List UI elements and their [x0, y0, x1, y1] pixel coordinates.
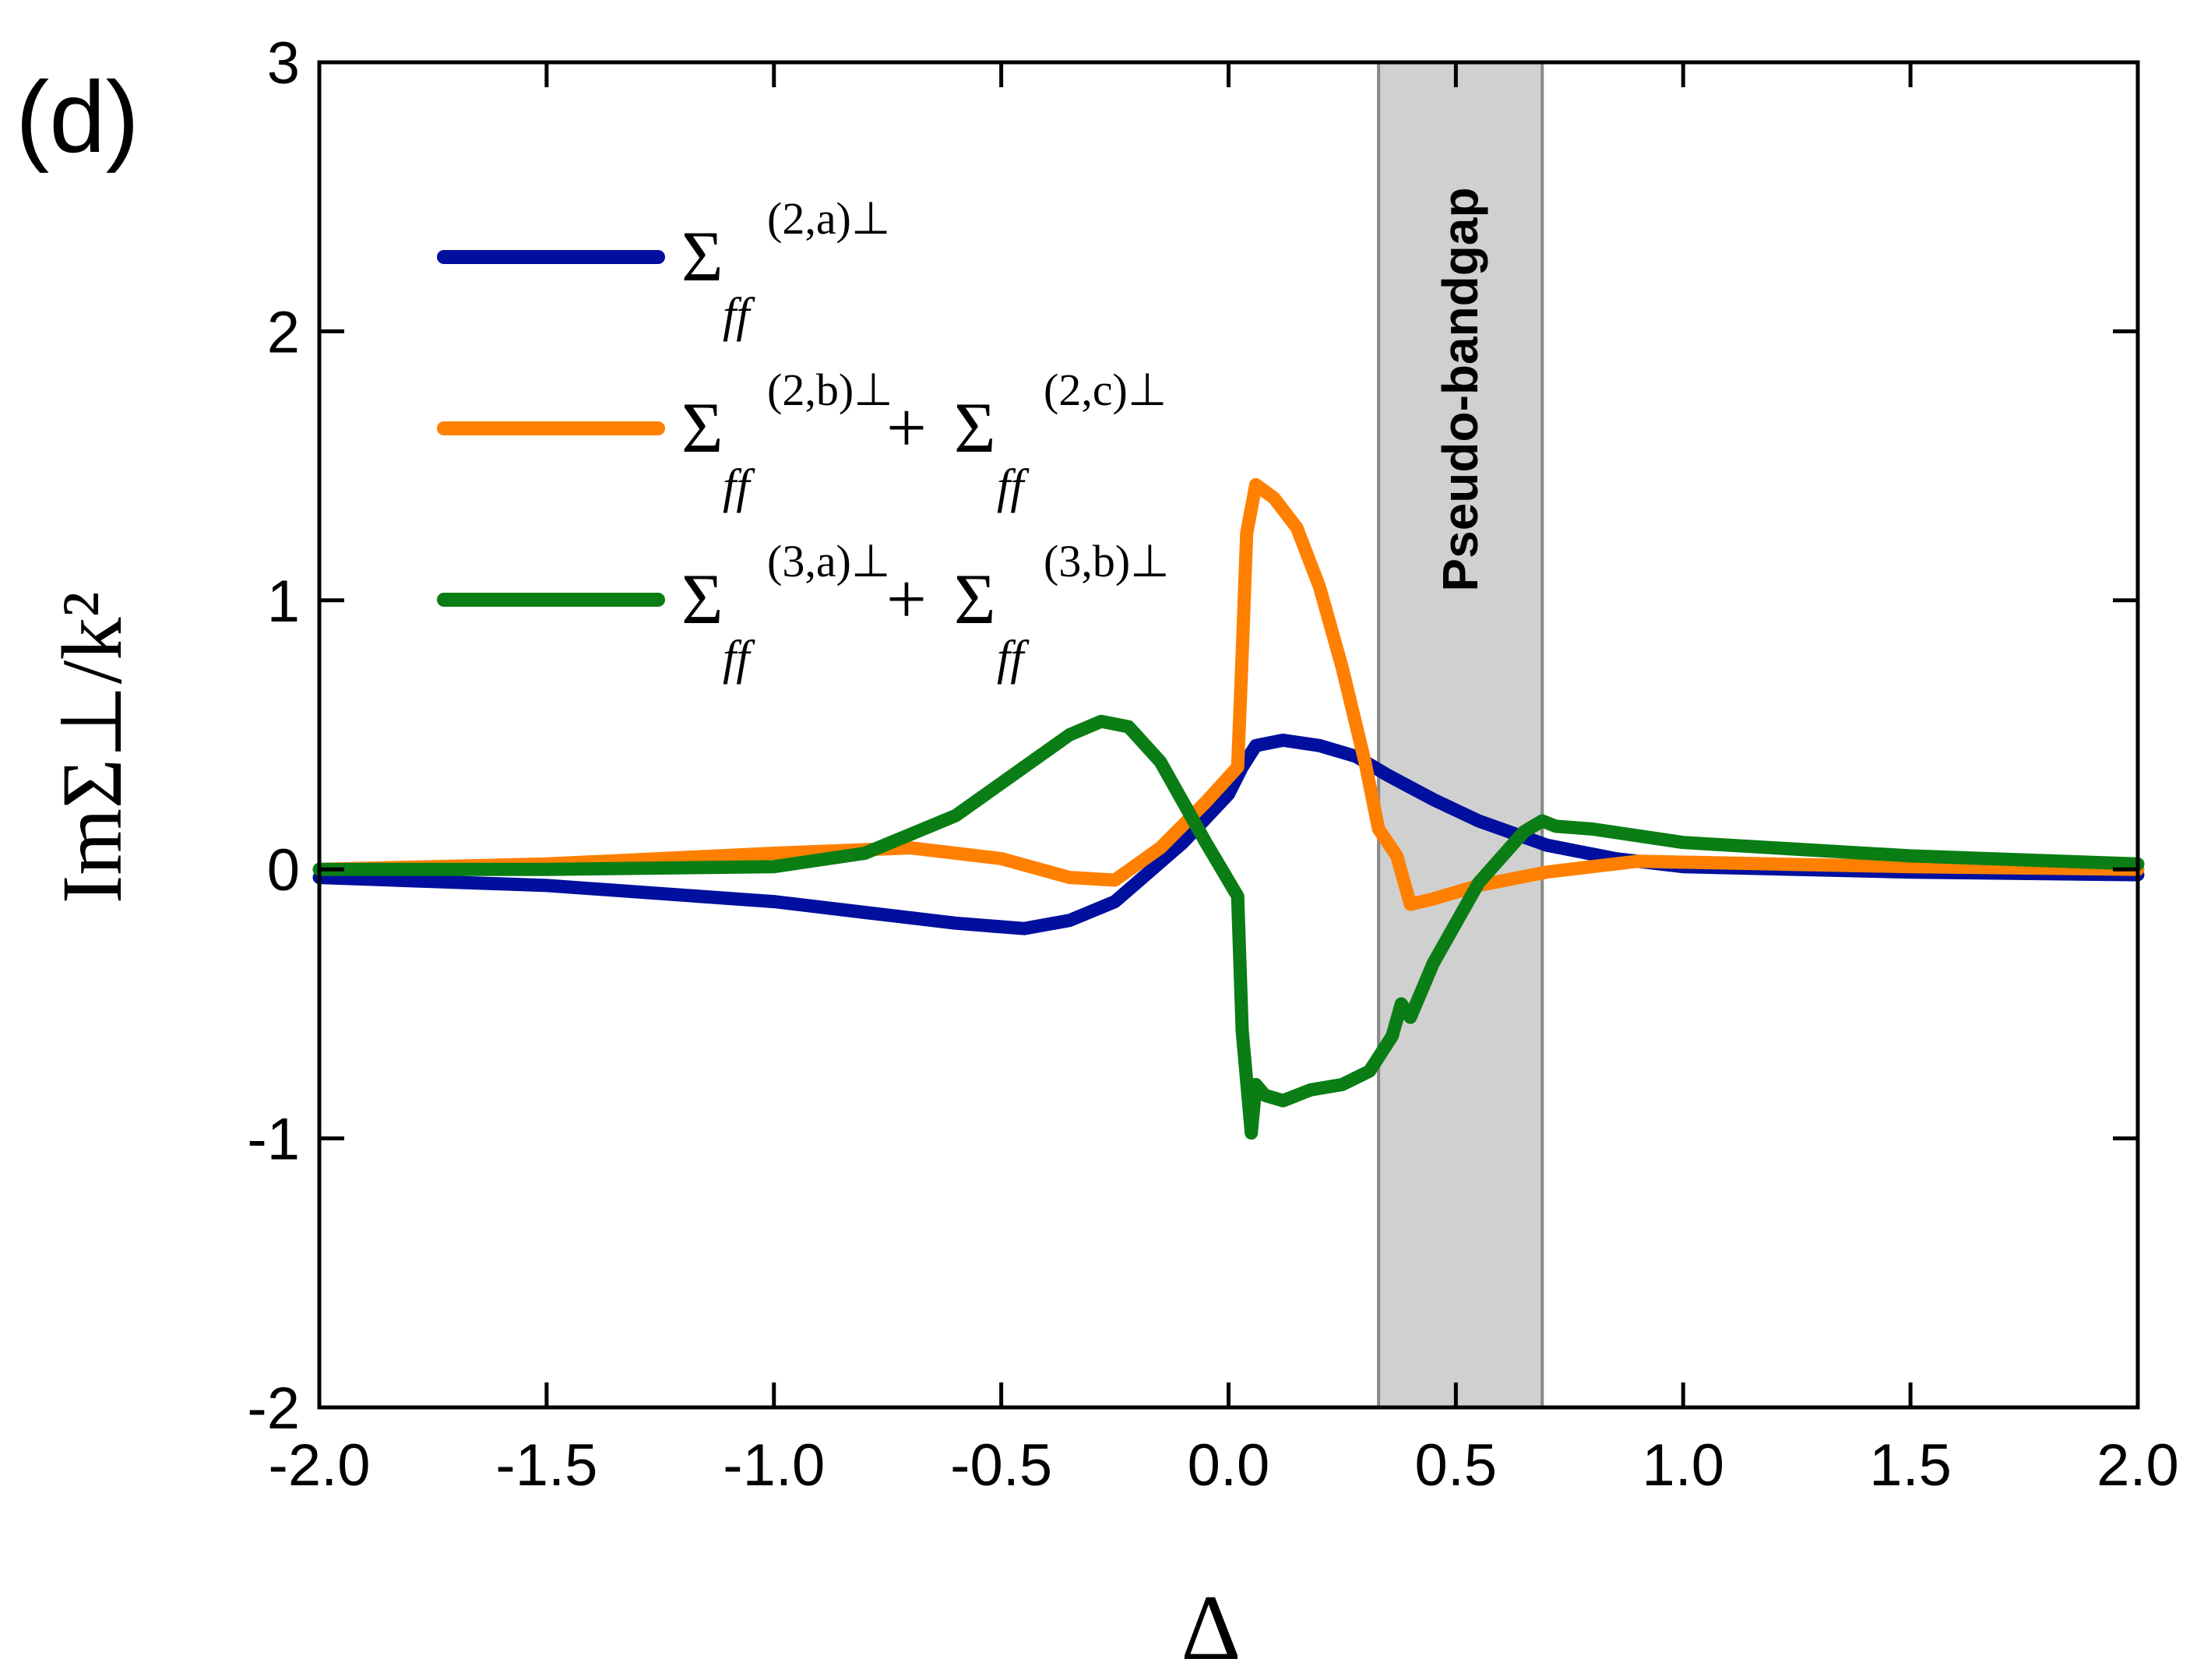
axes-layer: -2.0 -1.5 -1.0 -0.5 0.0 0.5 1.0 1.5 2.0 -2 -1 0 1 2 3: [247, 30, 2178, 1499]
legend-superscript: (2,b)⊥: [767, 365, 893, 415]
series-layer: [312, 477, 2145, 1140]
legend-item-2: Σ (2,b)⊥ff+ Σ (2,c)⊥ff: [437, 365, 1167, 513]
x-tick-label: 0.5: [1415, 1432, 1498, 1499]
y-tick-label: -1: [247, 1107, 300, 1173]
y-tick-label: 0: [267, 837, 300, 903]
legend: Σ (2,a)⊥ffΣ (2,b)⊥ff+ Σ (2,c)⊥ffΣ (3,a)⊥ff+ Σ(…: [437, 193, 1170, 685]
y-tick-label: 2: [267, 299, 300, 365]
legend-subscript-2: ff: [997, 460, 1030, 513]
pseudo-bandgap-label: Pseudo-bandgap: [1432, 187, 1488, 591]
x-tick-label: -1.0: [723, 1432, 825, 1499]
y-tick-label: 1: [267, 569, 300, 635]
legend-sigma: Σ: [681, 559, 724, 639]
x-tick-label: 1.5: [1869, 1432, 1952, 1499]
legend-sigma: Σ: [681, 217, 724, 296]
legend-item-1: Σ (2,a)⊥ff: [437, 193, 890, 342]
legend-subscript-2: ff: [997, 632, 1030, 685]
y-tick-label: -2: [247, 1375, 300, 1442]
legend-item-3: Σ (3,a)⊥ff+ Σ (3,b)⊥ff: [437, 536, 1170, 685]
legend-sigma: Σ: [681, 388, 724, 467]
legend-superscript: (2,a)⊥: [767, 193, 890, 244]
panel-label: (d): [16, 60, 139, 174]
legend-sigma-2: Σ: [954, 559, 996, 639]
legend-superscript: (3,a)⊥: [767, 536, 890, 586]
legend-superscript-2: (2,c)⊥: [1044, 365, 1167, 415]
legend-superscript-2: (3,b)⊥: [1044, 536, 1170, 586]
pseudo-bandgap-region: [1377, 61, 1544, 1409]
legend-subscript: ff: [723, 632, 755, 685]
legend-plus: +: [886, 559, 927, 639]
x-tick-label: 2.0: [2097, 1432, 2179, 1499]
x-axis-label: Δ: [1181, 1576, 1241, 1679]
x-tick-label: -0.5: [950, 1432, 1052, 1499]
legend-subscript: ff: [723, 289, 755, 342]
pseudo-bandgap-layer: Pseudo-bandgap: [1377, 61, 1544, 1409]
legend-subscript: ff: [723, 460, 755, 513]
x-tick-label: -2.0: [269, 1432, 371, 1499]
plot-frame: [317, 60, 2140, 1410]
series-line-1: [312, 733, 2145, 935]
x-tick-label: 0.0: [1188, 1432, 1270, 1499]
series-line-2: [312, 477, 2145, 911]
x-tick-label: 1.0: [1642, 1432, 1724, 1499]
legend-sigma-2: Σ: [954, 388, 996, 467]
y-tick-label: 3: [267, 30, 300, 97]
x-tick-label: -1.5: [495, 1432, 597, 1499]
legend-plus: +: [886, 388, 927, 467]
series-line-3: [312, 714, 2145, 1140]
y-axis-label: ImΣ⊥/k²: [44, 592, 139, 904]
